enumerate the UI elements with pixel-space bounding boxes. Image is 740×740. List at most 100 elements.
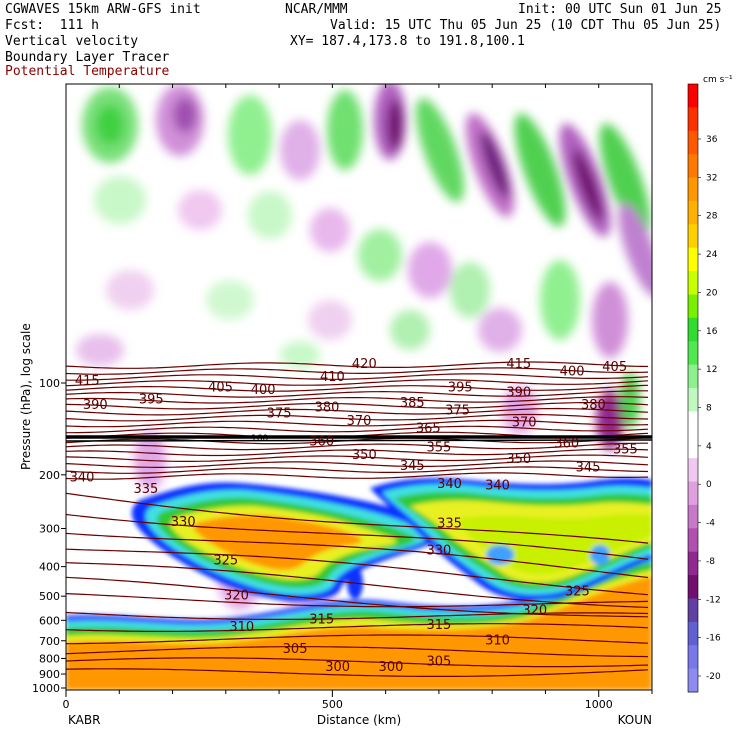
theta-contour bbox=[66, 532, 649, 579]
theta-label: 420 bbox=[352, 357, 377, 372]
theta-label: 300 bbox=[379, 660, 404, 675]
theta-contour bbox=[66, 623, 649, 632]
theta-label: 325 bbox=[213, 554, 238, 569]
y-tick-label: 700 bbox=[39, 635, 60, 648]
colorbar-swatch bbox=[688, 668, 698, 693]
theta-label: 310 bbox=[229, 620, 254, 635]
theta-contour bbox=[66, 407, 649, 416]
x-tick-label: 500 bbox=[322, 698, 343, 711]
colorbar-label: -4 bbox=[706, 519, 715, 529]
theta-contour bbox=[66, 460, 649, 468]
colorbar-swatch bbox=[688, 200, 698, 225]
theta-label: 335 bbox=[437, 516, 462, 531]
y-tick-label: 800 bbox=[39, 652, 60, 665]
theta-contour bbox=[66, 379, 649, 387]
x-axis-label: Distance (km) bbox=[317, 713, 401, 727]
colorbar-swatch bbox=[688, 294, 698, 319]
colorbar-label: 12 bbox=[706, 365, 717, 375]
theta-label: 320 bbox=[224, 589, 249, 604]
theta-label: 405 bbox=[602, 360, 627, 375]
theta-label: 325 bbox=[565, 585, 590, 600]
y-axis-label: Pressure (hPa), log scale bbox=[19, 323, 33, 470]
theta-label: 400 bbox=[251, 383, 276, 398]
theta-label: 415 bbox=[506, 357, 531, 372]
org-label: NCAR/MMM bbox=[285, 2, 348, 17]
colorbar-swatch bbox=[688, 575, 698, 599]
colorbar-swatch bbox=[688, 247, 698, 272]
plot-frame bbox=[65, 83, 653, 691]
theta-label: 370 bbox=[347, 414, 372, 429]
theta-label: 355 bbox=[426, 440, 451, 455]
theta-label: 380 bbox=[315, 400, 340, 415]
colorbar: 36 32 28 24 20 16 12 8 4 0 -4 -8 -12 -16 -20 bbox=[687, 83, 721, 693]
boundary-layer-tracer bbox=[66, 478, 652, 690]
theta-contour bbox=[66, 448, 649, 457]
forecast-hour: Fcst: 111 h bbox=[5, 18, 99, 33]
theta-contour bbox=[66, 657, 649, 668]
theta-label: 340 bbox=[437, 477, 462, 492]
colorbar-swatch bbox=[688, 481, 698, 506]
cross-section-coords: XY= 187.4,173.8 to 191.8,100.1 bbox=[290, 34, 525, 49]
theta-contour bbox=[66, 384, 649, 392]
theta-label: 335 bbox=[133, 482, 158, 497]
colorbar-label: 32 bbox=[706, 173, 717, 183]
colorbar-label: -12 bbox=[706, 595, 721, 605]
colorbar-swatch bbox=[688, 598, 698, 623]
colorbar-swatch bbox=[688, 130, 698, 155]
theta-contour bbox=[66, 668, 649, 677]
field-potential-temperature: Potential Temperature bbox=[5, 64, 170, 79]
theta-contour-labels: 415 390 395 405 400 375 380 410 420 370 385 395 375 3… bbox=[70, 357, 638, 675]
theta-contour bbox=[66, 634, 649, 645]
theta-label: 315 bbox=[426, 618, 451, 633]
theta-contour bbox=[66, 419, 649, 428]
colorbar-label: 28 bbox=[706, 212, 718, 222]
colorbar-swatch bbox=[688, 458, 698, 483]
theta-label: 390 bbox=[83, 398, 108, 413]
theta-label: 305 bbox=[283, 642, 308, 657]
theta-contour bbox=[66, 402, 649, 410]
theta-label: 360 bbox=[554, 436, 579, 451]
colorbar-label: -16 bbox=[706, 634, 721, 644]
colorbar-swatch bbox=[688, 621, 698, 646]
theta-contour bbox=[66, 576, 649, 618]
colorbar-swatch bbox=[688, 271, 698, 295]
tropopause-label: 160 bbox=[251, 434, 268, 444]
x-tick-label: 0 bbox=[63, 698, 70, 711]
theta-contour bbox=[66, 454, 649, 462]
colorbar-label: 0 bbox=[706, 480, 712, 490]
theta-contour bbox=[66, 361, 649, 369]
colorbar-label: 20 bbox=[706, 288, 718, 298]
valid-time: Valid: 15 UTC Thu 05 Jun 25 (10 CDT Thu … bbox=[330, 18, 722, 33]
colorbar-swatch bbox=[688, 154, 698, 179]
colorbar-swatch bbox=[688, 364, 698, 389]
theta-label: 385 bbox=[400, 396, 425, 411]
y-tick-label: 900 bbox=[39, 668, 60, 681]
theta-contour bbox=[66, 425, 649, 434]
theta-label: 375 bbox=[445, 404, 470, 419]
colorbar-swatch bbox=[688, 388, 698, 412]
field-boundary-layer-tracer: Boundary Layer Tracer bbox=[5, 50, 170, 65]
init-time: Init: 00 UTC Sun 01 Jun 25 bbox=[518, 2, 722, 17]
y-tick-label: 400 bbox=[39, 561, 60, 574]
y-tick-label: 300 bbox=[39, 523, 60, 536]
theta-label: 365 bbox=[416, 421, 441, 436]
theta-label: 330 bbox=[171, 515, 196, 530]
colorbar-swatch bbox=[688, 645, 698, 670]
y-tick-label: 600 bbox=[39, 614, 60, 627]
theta-label: 345 bbox=[576, 460, 601, 475]
theta-label: 350 bbox=[506, 452, 531, 467]
colorbar-label: -8 bbox=[706, 557, 715, 567]
theta-label: 340 bbox=[485, 478, 510, 493]
colorbar-frame bbox=[687, 83, 699, 693]
colorbar-swatch bbox=[688, 504, 698, 529]
theta-contour bbox=[66, 562, 649, 609]
plot-area: 415 390 395 405 400 375 380 410 420 370 385 395 375 3… bbox=[66, 84, 652, 690]
y-tick-label: 100 bbox=[39, 377, 60, 390]
colorbar-swatch bbox=[688, 551, 698, 576]
theta-label: 320 bbox=[522, 603, 547, 618]
theta-contour bbox=[66, 442, 648, 451]
theta-contour bbox=[66, 645, 649, 658]
colorbar-label: 24 bbox=[706, 250, 718, 260]
